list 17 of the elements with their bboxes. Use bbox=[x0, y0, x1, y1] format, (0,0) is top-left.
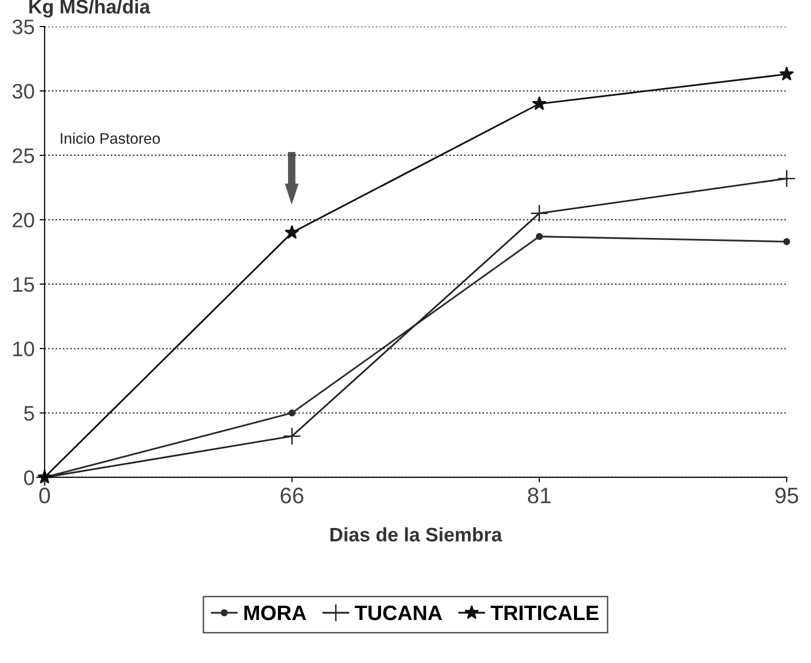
y-tick-label: 20 bbox=[12, 212, 34, 228]
x-tick-label: 81 bbox=[528, 488, 551, 504]
legend-label: MORA bbox=[244, 605, 306, 620]
y-tick-label: 35 bbox=[12, 20, 34, 34]
y-tick-label: 5 bbox=[24, 406, 34, 421]
x-tick-label: 95 bbox=[775, 488, 798, 504]
annotation: Inicio Pastoreo bbox=[60, 132, 160, 144]
y-tick-label: 10 bbox=[13, 342, 34, 356]
y-tick-label: 0 bbox=[24, 470, 34, 486]
x-tick-label: 66 bbox=[280, 488, 304, 504]
legend-label: TRITICALE bbox=[490, 605, 598, 620]
y-tick-label: 15 bbox=[13, 277, 34, 292]
x-tick-label: 0 bbox=[39, 488, 50, 504]
x-axis-title: Dias de la Siembra bbox=[330, 527, 502, 542]
y-tick-label: 30 bbox=[12, 84, 34, 99]
y-tick-label: 25 bbox=[12, 148, 34, 164]
legend-label: TUCANA bbox=[354, 605, 442, 620]
